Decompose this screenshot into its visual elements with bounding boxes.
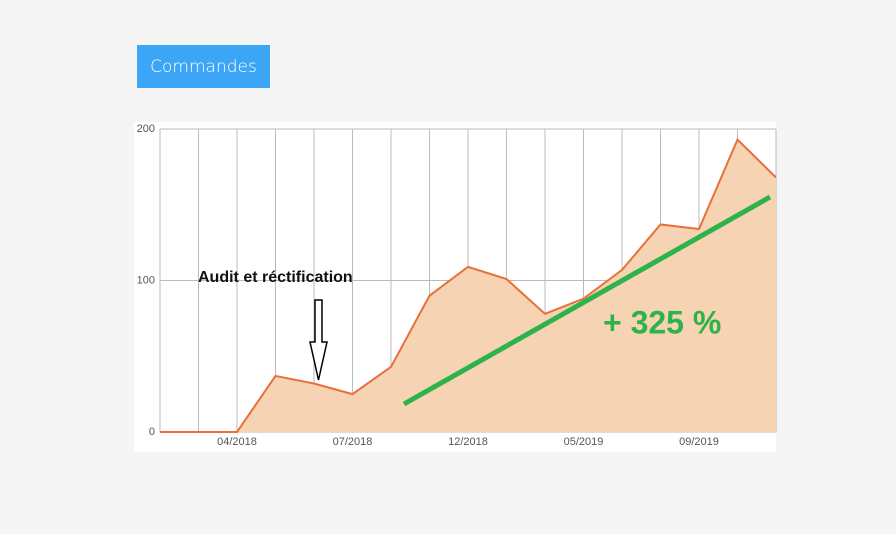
x-tick-label: 07/2018 (333, 436, 373, 448)
y-tick-label: 100 (137, 274, 155, 286)
trend-line (402, 194, 772, 407)
line (160, 137, 777, 433)
x-tick-label: 04/2018 (217, 436, 257, 448)
x-tick-label: 05/2019 (564, 436, 604, 448)
area (160, 139, 776, 433)
y-tick-label: 200 (137, 123, 155, 135)
x-tick-label: 12/2018 (448, 436, 488, 448)
x-tick-label: 09/2019 (679, 436, 719, 448)
orders-button[interactable]: Commandes (137, 45, 270, 88)
annotation: Audit et réctification (198, 269, 353, 286)
annotation: + 325 % (603, 304, 721, 340)
arrow (309, 299, 328, 381)
y-tick-label: 0 (149, 426, 155, 438)
